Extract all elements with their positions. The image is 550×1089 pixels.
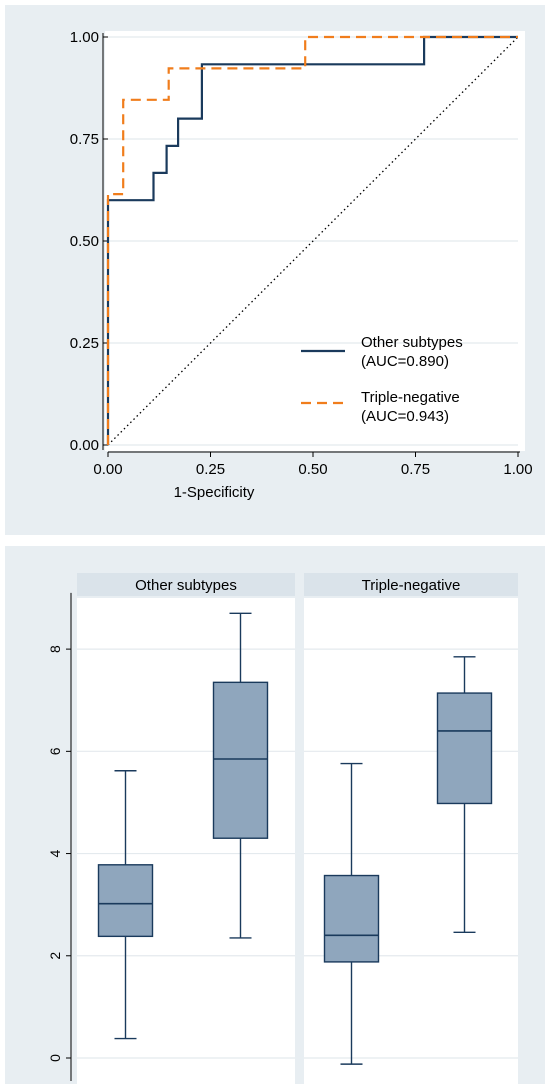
roc-x-tick-label: 0.75 <box>401 461 430 478</box>
roc-x-tick-label: 0.00 <box>93 461 122 478</box>
box-y-tick-label: 2 <box>47 952 63 960</box>
roc-x-axis-label: 1-Specificity <box>174 484 255 501</box>
facet-title-other-subtypes: Other subtypes <box>135 577 237 594</box>
roc-reference-diagonal <box>107 36 519 446</box>
box-y-tick-label: 0 <box>47 1054 63 1062</box>
roc-y-tick-label: 0.50 <box>70 233 99 250</box>
roc-y-tick-label: 0.00 <box>70 437 99 454</box>
legend-label-triple-negative: Triple-negative <box>361 389 460 406</box>
facet-plot-area-other-subtypes <box>77 598 295 1089</box>
box-other-subtypes-norec-iqr-box <box>97 864 154 938</box>
box-other-subtypes-rec-iqr-box <box>212 681 269 839</box>
roc-line-triple-negative <box>106 35 518 445</box>
box-triple-negative-rec-iqr-box <box>436 692 493 805</box>
roc-x-tick-label: 0.50 <box>298 461 327 478</box>
facet-header-triple-negative <box>304 573 518 596</box>
roc-x-tick-label: 1.00 <box>503 461 532 478</box>
roc-y-tick-label: 0.25 <box>70 335 99 352</box>
box-y-tick-label: 8 <box>47 645 63 653</box>
legend-label-other-subtypes: Other subtypes <box>361 334 463 351</box>
roc-x-tick-label: 0.25 <box>196 461 225 478</box>
box-y-tick-label: 4 <box>47 849 63 857</box>
facet-header-other-subtypes <box>77 573 295 596</box>
legend-auc-other-subtypes: (AUC=0.890) <box>361 353 449 370</box>
box-y-tick-label: 6 <box>47 747 63 755</box>
box-triple-negative-norec-iqr-box <box>323 874 380 963</box>
legend-auc-triple-negative: (AUC=0.943) <box>361 408 449 425</box>
roc-chart-panel: 0.00 0.25 0.50 0.75 1.00 0.00 0.25 0.50 0.75 1.00… <box>5 5 545 535</box>
facet-plot-area-triple-negative <box>304 598 518 1089</box>
facet-title-triple-negative: Triple-negative <box>362 577 461 594</box>
roc-y-tick-label: 0.75 <box>70 131 99 148</box>
roc-y-tick-label: 1.00 <box>70 29 99 46</box>
roc-axes: 0.00 0.25 0.50 0.75 1.00 0.00 0.25 0.50 0.75 1.00 <box>70 29 533 478</box>
roc-chart: 0.00 0.25 0.50 0.75 1.00 0.00 0.25 0.50 0.75 1.00… <box>70 29 533 501</box>
roc-legend: Other subtypes (AUC=0.890) Triple-negati… <box>301 334 463 425</box>
roc-series <box>106 35 519 446</box>
roc-line-other-subtypes <box>106 35 518 445</box>
